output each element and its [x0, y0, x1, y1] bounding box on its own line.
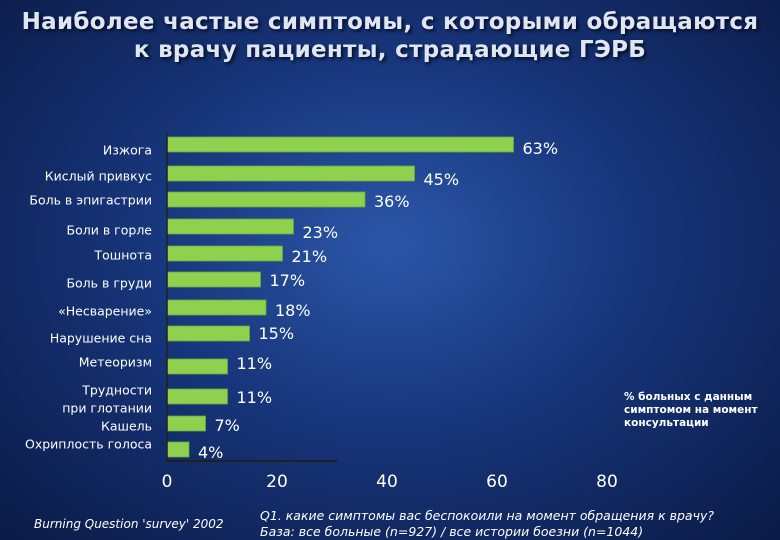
- bar-1: [166, 136, 514, 153]
- bar-5: [166, 245, 283, 262]
- category-label-11: Кашель: [101, 419, 152, 434]
- value-label-10: 11%: [237, 388, 273, 407]
- bar-4: [166, 218, 294, 235]
- x-tick-label-20: 20: [266, 472, 288, 492]
- legend-note-line-2: симптомом на момент: [624, 404, 758, 416]
- question-note: Q1. какие симптомы вас беспокоили на мом…: [260, 508, 770, 540]
- category-label-9: Метеоризм: [79, 355, 152, 370]
- bar-7: [166, 299, 267, 316]
- legend-note: % больных с данным симптомом на момент к…: [624, 391, 774, 430]
- category-label-6: Боль в груди: [66, 276, 152, 291]
- value-label-1: 63%: [523, 139, 559, 158]
- bar-8: [166, 325, 250, 342]
- value-label-12: 4%: [198, 443, 223, 462]
- value-label-8: 15%: [259, 324, 295, 343]
- value-label-3: 36%: [374, 192, 410, 211]
- category-label-1: Изжога: [103, 143, 152, 158]
- question-line-1: Q1. какие симптомы вас беспокоили на мом…: [260, 508, 714, 523]
- chart-title: Наиболее частые симптомы, с которыми обр…: [0, 8, 780, 64]
- bar-2: [166, 165, 415, 182]
- source-note: Burning Question 'survey' 2002: [34, 517, 224, 531]
- category-label-10-line-2: при глотании: [62, 401, 152, 416]
- category-label-5: Тошнота: [94, 248, 152, 263]
- category-label-2: Кислый привкус: [45, 169, 152, 184]
- value-label-5: 21%: [292, 247, 328, 266]
- bar-6: [166, 271, 261, 288]
- value-label-2: 45%: [424, 170, 460, 189]
- bar-10: [166, 388, 228, 405]
- legend-note-line-3: консультации: [624, 417, 709, 429]
- legend-note-line-1: % больных с данным: [624, 391, 753, 403]
- value-label-11: 7%: [215, 416, 240, 435]
- x-tick-label-80: 80: [596, 472, 618, 492]
- question-line-2: База: все больные (n=927) / все истории …: [260, 524, 644, 539]
- title-line-1: Наиболее частые симптомы, с которыми обр…: [21, 9, 759, 35]
- bar-11: [166, 415, 206, 432]
- title-line-2: к врачу пациенты, страдающие ГЭРБ: [133, 37, 647, 63]
- bar-12: [166, 441, 190, 458]
- category-label-8: Нарушение сна: [50, 331, 152, 346]
- value-label-6: 17%: [270, 271, 306, 290]
- bar-3: [166, 191, 366, 208]
- x-tick-label-0: 0: [162, 472, 173, 492]
- x-tick-label-60: 60: [486, 472, 508, 492]
- category-label-3: Боль в эпигастрии: [29, 193, 152, 208]
- category-label-10-line-1: Трудности: [81, 383, 152, 398]
- bar-9: [166, 358, 228, 375]
- value-label-7: 18%: [275, 301, 311, 320]
- category-label-4: Боли в горле: [67, 223, 153, 238]
- value-label-9: 11%: [237, 354, 273, 373]
- category-label-7: «Несварение»: [58, 304, 152, 319]
- category-label-12: Охриплость голоса: [25, 437, 152, 452]
- x-tick-label-40: 40: [376, 472, 398, 492]
- value-label-4: 23%: [303, 223, 339, 242]
